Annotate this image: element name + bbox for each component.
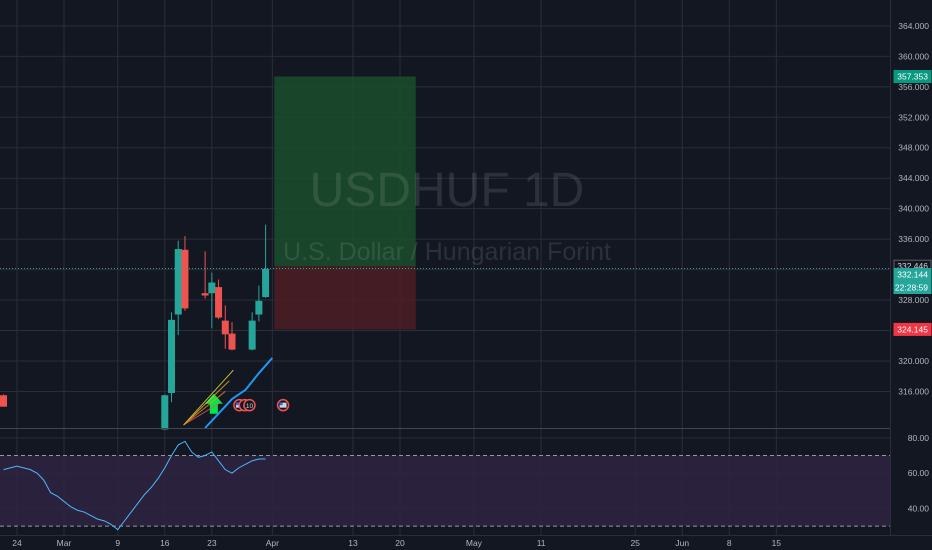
price-tick-label: 344.000	[898, 173, 929, 183]
chart-markers[interactable]: 510	[183, 369, 290, 426]
fib-fan-line	[183, 391, 226, 426]
candle[interactable]	[262, 224, 270, 298]
candle[interactable]	[201, 251, 209, 299]
price-tag-box	[893, 70, 932, 84]
watermark-symbol: USDHUF 1D	[310, 164, 585, 217]
candle-body	[255, 300, 263, 315]
price-tag-box	[893, 322, 932, 336]
flag-canton	[279, 402, 283, 406]
candle[interactable]	[0, 394, 8, 407]
price-tag-text: 22:28:59	[895, 282, 928, 292]
candle-body	[215, 287, 223, 318]
fib-fan-line	[183, 369, 234, 426]
price-tag-text: 332.446	[897, 261, 928, 271]
buy-arrow-icon[interactable]	[204, 393, 223, 414]
price-tick-label: 364.000	[898, 21, 929, 31]
rsi-line	[3, 440, 266, 531]
candle[interactable]	[181, 236, 189, 311]
event-ring	[243, 398, 256, 412]
price-tick-label: 340.000	[898, 204, 929, 214]
candle[interactable]	[255, 285, 263, 322]
current-price-label[interactable]: 332.144	[893, 267, 932, 281]
time-tick-label: 23	[207, 538, 217, 548]
candle-body	[228, 333, 236, 350]
moving-average-line	[204, 357, 274, 429]
stop-zone[interactable]	[274, 266, 416, 330]
us-flag-event-icon[interactable]	[276, 398, 290, 412]
candle-body	[168, 319, 176, 393]
candle[interactable]	[248, 312, 256, 351]
time-tick-label: 15	[772, 538, 782, 548]
target-price-label[interactable]: 357.353	[893, 70, 932, 84]
flag-canton	[235, 402, 239, 406]
price-tick-label: 316.000	[898, 386, 929, 396]
candle-body	[181, 249, 189, 309]
candle-body	[208, 282, 216, 294]
watermark-interval: 1D	[523, 164, 584, 217]
price-tick-label: 352.000	[898, 112, 929, 122]
symbol-watermark: USDHUF 1D U.S. Dollar / Hungarian Forint	[283, 164, 611, 266]
price-tag-text: 357.353	[897, 72, 928, 82]
price-tick-label: 360.000	[898, 51, 929, 61]
flag-body	[279, 402, 287, 408]
fib-fan-line	[183, 380, 230, 426]
position-zones[interactable]	[274, 76, 416, 330]
moving-average	[204, 357, 274, 429]
time-tick-label: 11	[537, 538, 546, 548]
target-zone[interactable]	[274, 76, 416, 267]
stop-price-label[interactable]: 324.145	[893, 322, 932, 336]
time-axis-background	[0, 535, 932, 550]
price-tick-label: 328.000	[898, 295, 929, 305]
candle-body	[174, 249, 182, 315]
time-tick-label: Jun	[675, 538, 689, 548]
time-tick-label: Apr	[266, 538, 279, 548]
countdown-label[interactable]: 22:28:59	[893, 280, 932, 294]
rsi-tick-label: 60.00	[908, 468, 930, 478]
price-axis[interactable]: 316.000320.000324.000328.000332.000336.0…	[890, 0, 932, 550]
time-axis[interactable]: 24 Mar 9 16 23 Apr 13 20 May 11 25 Jun 8 15	[0, 535, 932, 550]
candle-body	[248, 320, 256, 350]
price-tag-box	[893, 267, 932, 281]
price-tick-label: 320.000	[898, 356, 929, 366]
price-tag-text: 332.144	[897, 269, 928, 279]
time-tick-label: 8	[727, 538, 732, 548]
event-badge-icon[interactable]: 10	[243, 398, 256, 412]
candle[interactable]	[168, 312, 176, 403]
candle[interactable]	[161, 394, 169, 430]
fib-fan-drawing[interactable]	[183, 369, 234, 426]
candle-body	[262, 268, 270, 298]
fib-fan-line	[183, 401, 222, 426]
time-tick-label: May	[466, 538, 483, 548]
candle[interactable]	[174, 240, 182, 336]
time-tick-label: 9	[115, 538, 120, 548]
event-count: 10	[246, 403, 254, 410]
candle-body	[201, 293, 209, 296]
time-tick-label: 13	[348, 538, 358, 548]
candle[interactable]	[208, 272, 216, 329]
watermark-description: U.S. Dollar / Hungarian Forint	[283, 238, 611, 266]
price-tick-label: 356.000	[898, 82, 929, 92]
time-tick-label: Mar	[57, 538, 72, 548]
watermark-ticker: USDHUF	[310, 164, 510, 217]
time-tick-label: 20	[395, 538, 405, 548]
price-tick-label: 348.000	[898, 143, 929, 153]
candle-body	[0, 395, 8, 407]
rsi-pane[interactable]	[0, 440, 890, 531]
candle[interactable]	[215, 279, 223, 320]
time-tick-label: 25	[630, 538, 640, 548]
candles[interactable]	[0, 224, 270, 430]
price-tick-label: 336.000	[898, 234, 929, 244]
time-tick-label: 16	[160, 538, 170, 548]
candle-body	[221, 320, 229, 335]
rsi-tick-label: 80.00	[908, 433, 930, 443]
price-tag-text: 324.145	[897, 324, 928, 334]
rsi-band-fill	[0, 455, 890, 527]
price-tag-box	[893, 280, 932, 294]
candle-body	[161, 395, 169, 430]
candle[interactable]	[228, 322, 236, 351]
time-tick-label: 24	[12, 538, 22, 548]
candle[interactable]	[221, 305, 229, 349]
rsi-tick-label: 40.00	[908, 504, 930, 514]
